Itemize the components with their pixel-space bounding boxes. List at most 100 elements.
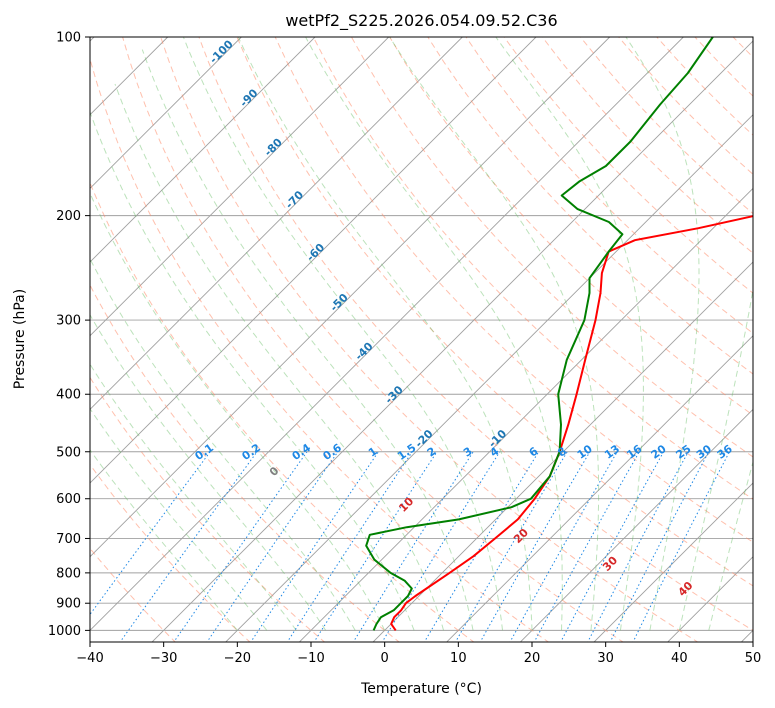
y-tick-label: 100	[56, 31, 81, 46]
dry-adiabat	[122, 37, 624, 642]
isotherm-line	[90, 37, 684, 632]
x-tick-label: 30	[597, 651, 614, 666]
mixing-ratio-line	[533, 451, 640, 642]
isotherm-line	[90, 37, 611, 558]
profile-series	[365, 37, 753, 631]
isotherm-label: -40	[352, 340, 375, 363]
x-tick-label: 10	[450, 651, 467, 666]
dry-adiabat	[90, 181, 475, 642]
mixing-ratio-label: 20	[649, 442, 669, 462]
mixing-ratio-line	[173, 451, 308, 642]
mixing-ratio-label: 0.4	[290, 441, 314, 463]
mixing-ratio-label: 30	[694, 442, 714, 462]
moist-adiabat-label: 10	[396, 494, 416, 514]
x-tick-label: −40	[76, 651, 103, 666]
x-axis-label: Temperature (°C)	[360, 681, 482, 697]
dry-adiabat	[351, 37, 753, 458]
dry-adiabat	[90, 56, 550, 642]
isotherm-line	[90, 37, 537, 484]
moist-adiabat-label: 20	[511, 526, 531, 546]
chart-title: wetPf2_S225.2026.054.09.52.C36	[285, 11, 557, 31]
moist-adiabat	[114, 83, 445, 631]
dewpoint-line	[365, 37, 714, 631]
moist-adiabat	[90, 192, 386, 631]
dry-adiabat	[771, 37, 775, 643]
y-tick-label: 700	[56, 532, 81, 547]
mixing-ratio-line	[286, 451, 413, 642]
isotherm-label: -100	[207, 37, 236, 66]
isotherm-line	[446, 335, 753, 642]
x-tick-label: −20	[224, 651, 251, 666]
dry-adiabat	[312, 37, 753, 500]
temperature-line	[390, 215, 753, 631]
isotherm-line	[90, 37, 316, 263]
moist-adiabat	[237, 37, 533, 631]
y-tick-label: 900	[56, 597, 81, 612]
mixing-ratio-label: 13	[602, 442, 622, 461]
isotherm-line	[593, 482, 753, 642]
moist-adiabat-label: 40	[676, 579, 696, 599]
isotherm-line	[90, 37, 463, 411]
moist-adiabat	[182, 37, 503, 631]
mixing-ratio-line	[313, 451, 438, 642]
moist-adiabat	[90, 313, 327, 631]
dry-adiabat	[389, 37, 753, 416]
mixing-ratio-line	[250, 451, 379, 642]
dry-adiabat	[236, 37, 753, 587]
mixing-ratio-line	[206, 451, 339, 642]
moist-adiabat	[495, 37, 644, 631]
y-tick-label: 600	[56, 492, 81, 507]
moist-adiabat	[708, 460, 753, 631]
isotherm-label: -80	[262, 136, 285, 159]
dry-adiabat	[503, 37, 753, 294]
x-tick-label: −10	[297, 651, 324, 666]
isotherm-line	[225, 114, 753, 642]
dry-adiabat	[90, 284, 400, 642]
mixing-ratio-line	[587, 451, 689, 642]
isotherm-label: -60	[304, 241, 327, 264]
mixing-ratio-line	[509, 451, 618, 642]
y-tick-label: 1000	[48, 624, 81, 639]
plot-area: 0.1 0.2 0.4 0.6 1 1.5 2 3 4 6 8 10 13 16 20 25 30 36-100-…	[90, 37, 775, 643]
moist-adiabat	[141, 49, 474, 631]
mixing-ratio-label: 16	[624, 442, 644, 462]
background-lines	[90, 37, 775, 643]
dry-adiabat	[90, 376, 326, 642]
x-tick-label: 0	[381, 651, 389, 666]
moist-adiabat	[90, 257, 356, 631]
isotherm-label: -90	[237, 86, 260, 109]
mixing-ratio-line	[560, 451, 665, 642]
moist-adiabat	[90, 110, 415, 631]
y-tick-label: 500	[56, 445, 81, 460]
y-axis-label: Pressure (hPa)	[12, 289, 28, 389]
isotherm-line	[667, 556, 753, 642]
x-tick-label: 40	[671, 651, 688, 666]
isotherm-line	[519, 408, 753, 642]
mixing-ratio-line	[119, 451, 258, 642]
y-tick-label: 300	[56, 314, 81, 329]
isotherm-line	[151, 40, 753, 642]
dry-adiabat	[90, 463, 251, 642]
moist-adiabat	[90, 363, 297, 631]
axis-ticks: −40 −30 −20 −10 0 10 20 30 40 50 1000 900 800 700 600 5…	[48, 31, 761, 667]
dry-adiabat	[160, 37, 699, 642]
moist-adiabat	[305, 37, 563, 631]
y-tick-label: 200	[56, 209, 81, 224]
moist-adiabat	[389, 37, 600, 631]
y-tick-label: 400	[56, 388, 81, 403]
mixing-ratio-label: 25	[673, 442, 693, 461]
isotherm-line	[372, 261, 753, 642]
mixing-ratio-label: 0.6	[321, 441, 345, 463]
x-tick-label: 20	[524, 651, 541, 666]
x-tick-label: −30	[150, 651, 177, 666]
moist-adiabat	[678, 286, 753, 631]
isotherm-label: -50	[328, 291, 351, 314]
mixing-ratio-line	[423, 451, 540, 642]
mixing-ratio-line	[352, 451, 474, 642]
moist-adiabat	[90, 407, 268, 631]
dry-adiabat	[694, 37, 753, 97]
isotherm-label: -30	[383, 383, 406, 406]
plot-frame	[89, 36, 754, 643]
mixing-ratio-label: 10	[575, 442, 595, 462]
